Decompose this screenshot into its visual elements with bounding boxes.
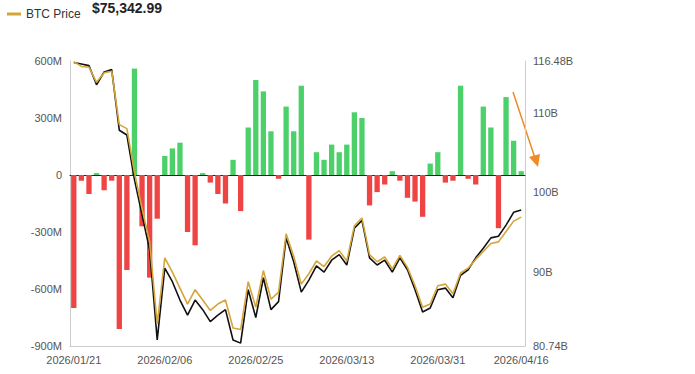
svg-text:110B: 110B <box>533 107 558 119</box>
svg-text:-300M: -300M <box>31 226 62 238</box>
svg-text:-900M: -900M <box>31 340 62 352</box>
svg-text:$75,342.99: $75,342.99 <box>92 0 162 16</box>
svg-text:300M: 300M <box>34 112 62 124</box>
svg-text:116.48B: 116.48B <box>533 55 573 67</box>
svg-text:600M: 600M <box>34 55 62 67</box>
svg-text:2026/02/06: 2026/02/06 <box>137 354 192 366</box>
svg-text:-600M: -600M <box>31 283 62 295</box>
svg-text:2026/03/13: 2026/03/13 <box>319 354 374 366</box>
svg-text:90B: 90B <box>533 266 553 278</box>
svg-text:0: 0 <box>56 169 62 181</box>
svg-text:2026/01/21: 2026/01/21 <box>46 354 101 366</box>
svg-text:2026/02/25: 2026/02/25 <box>228 354 283 366</box>
svg-text:80.74B: 80.74B <box>533 340 568 352</box>
svg-text:100B: 100B <box>533 186 559 198</box>
svg-text:2026/04/16: 2026/04/16 <box>494 354 549 366</box>
svg-text:BTC Price: BTC Price <box>26 7 81 21</box>
svg-text:2026/03/31: 2026/03/31 <box>410 354 465 366</box>
